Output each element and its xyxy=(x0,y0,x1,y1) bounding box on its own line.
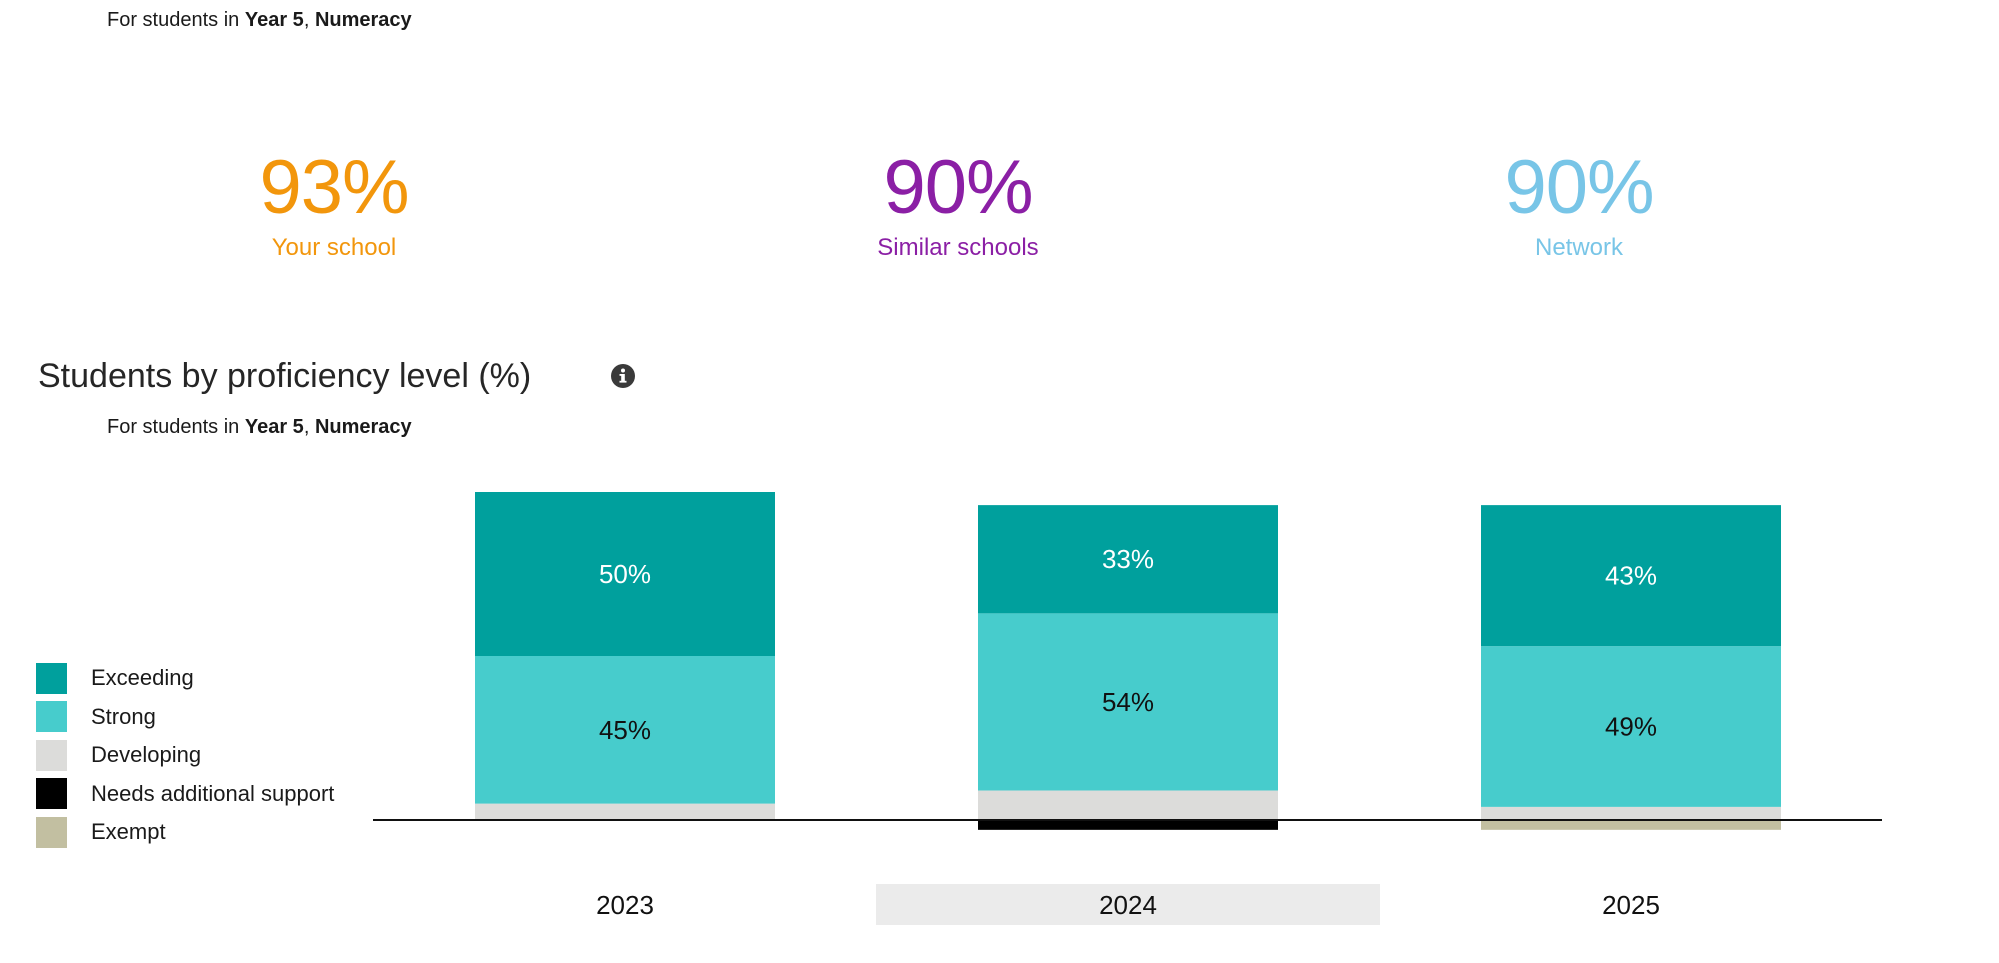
bar-label-exceeding-2025: 43% xyxy=(1605,561,1657,591)
category-label-2025: 2025 xyxy=(1602,890,1660,920)
bar-label-exceeding-2023: 50% xyxy=(599,559,651,589)
subline-prefix: For students in xyxy=(107,9,240,31)
stat-value: 90% xyxy=(1504,145,1654,230)
legend-label: Developing xyxy=(91,742,202,767)
bar-exceeding-2023 xyxy=(475,492,775,656)
bar-strong-2024 xyxy=(978,613,1278,791)
legend-swatch xyxy=(36,662,67,694)
bar-strong-2025 xyxy=(1481,646,1781,807)
legend-swatch xyxy=(36,739,67,771)
legend-label: Strong xyxy=(91,703,156,729)
bar-needs-additional-support-2024 xyxy=(978,820,1278,830)
legend-swatch xyxy=(36,701,67,732)
legend-label: Exceeding xyxy=(91,665,194,690)
bar-label-exceeding-2024: 33% xyxy=(1102,544,1154,574)
stat-value: 90% xyxy=(883,145,1033,230)
category-label-2023: 2023 xyxy=(596,890,654,920)
section-title: Students by proficiency level (%) xyxy=(38,357,532,395)
subline-year: Year 5 xyxy=(244,416,304,438)
legend-swatch xyxy=(36,816,67,848)
info-circle-icon[interactable] xyxy=(610,363,636,389)
bar-developing-2024 xyxy=(978,790,1278,820)
legend-label: Exempt xyxy=(91,819,166,844)
legend-item-strong: Strong xyxy=(36,701,334,732)
subline-top: For students in Year 5, Numeracy xyxy=(107,9,412,32)
stat-your-school: 93% Your school xyxy=(134,150,534,262)
stat-label: Your school xyxy=(271,234,397,261)
bar-label-strong-2025: 49% xyxy=(1605,712,1657,742)
subline-domain: Numeracy xyxy=(314,416,412,438)
legend-swatch xyxy=(36,778,67,809)
subline-year: Year 5 xyxy=(244,9,304,31)
legend-item-exceeding: Exceeding xyxy=(36,662,334,694)
bar-label-strong-2023: 45% xyxy=(599,715,651,745)
bar-developing-2025 xyxy=(1481,806,1781,820)
chart-legend: Exceeding Strong Developing Needs additi… xyxy=(36,662,335,856)
stat-label: Network xyxy=(1534,234,1624,261)
stat-network: 90% Network xyxy=(1379,150,1779,262)
bar-label-strong-2024: 54% xyxy=(1102,687,1154,717)
category-label-2024: 2024 xyxy=(1099,890,1157,920)
subline-section: For students in Year 5, Numeracy xyxy=(107,416,412,439)
stat-label: Similar schools xyxy=(877,234,1039,261)
legend-item-exempt: Exempt xyxy=(36,816,334,848)
subline-domain: Numeracy xyxy=(314,9,412,31)
legend-item-needs-additional-support: Needs additional support xyxy=(36,778,335,809)
bar-developing-2023 xyxy=(475,803,775,820)
bar-exceeding-2024 xyxy=(978,505,1278,614)
legend-item-developing: Developing xyxy=(36,739,334,771)
subline-separator: , xyxy=(303,416,310,438)
stat-value: 93% xyxy=(259,145,409,230)
bar-exceeding-2025 xyxy=(1481,505,1781,647)
bar-exempt-2025 xyxy=(1481,820,1781,830)
subline-prefix: For students in xyxy=(107,416,240,438)
category-highlight xyxy=(876,884,1380,925)
legend-label: Needs additional support xyxy=(91,780,335,806)
stat-similar-schools: 90% Similar schools xyxy=(758,150,1158,262)
bar-strong-2023 xyxy=(475,656,775,804)
subline-separator: , xyxy=(303,9,310,31)
